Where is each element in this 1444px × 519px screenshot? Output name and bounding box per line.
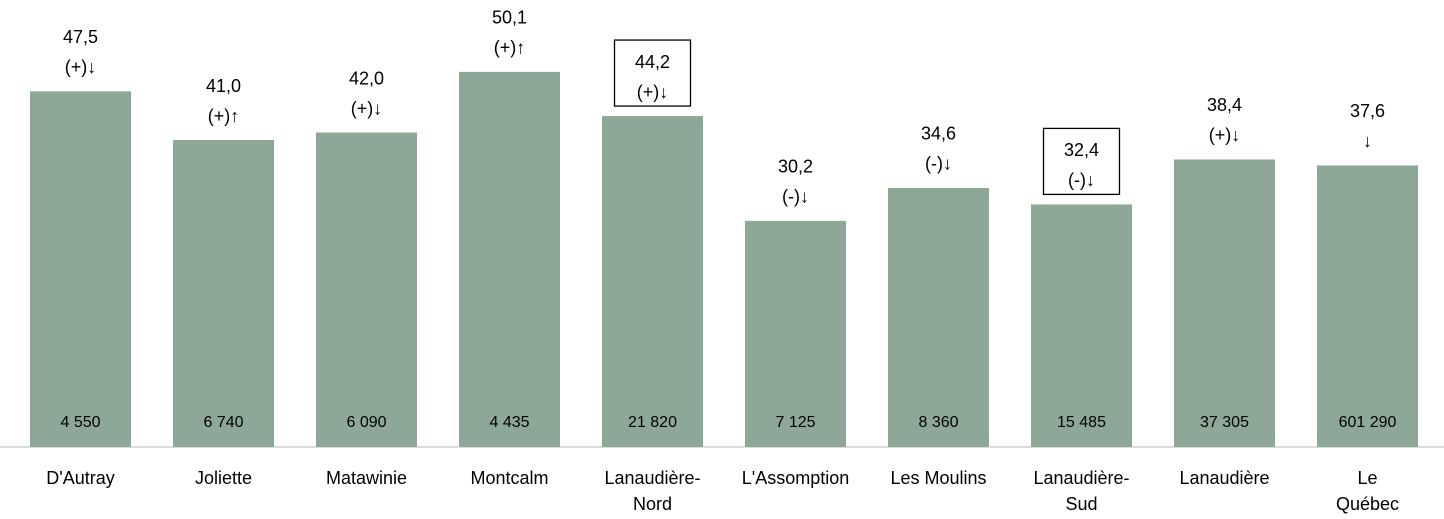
- significance-label: (-)↓: [782, 187, 809, 207]
- significance-label: (+)↑: [494, 38, 526, 58]
- bar: [888, 187, 989, 447]
- count-label: 7 125: [775, 414, 815, 431]
- x-tick-label: D'Autray: [46, 468, 114, 488]
- x-tick-label: Nord: [633, 494, 672, 514]
- value-label: 38,4: [1207, 95, 1242, 115]
- value-label: 42,0: [349, 68, 384, 88]
- bar: [459, 71, 560, 447]
- bar: [1317, 165, 1418, 448]
- count-label: 6 090: [346, 414, 386, 431]
- x-tick-label: L'Assomption: [742, 468, 850, 488]
- bar: [1174, 159, 1275, 447]
- significance-label: (-)↓: [925, 154, 952, 174]
- bar: [602, 116, 703, 448]
- count-label: 6 740: [203, 414, 243, 431]
- x-tick-label: Le: [1357, 468, 1377, 488]
- significance-label: (+)↓: [351, 98, 383, 118]
- value-label: 30,2: [778, 157, 813, 177]
- significance-label: (-)↓: [1068, 170, 1095, 190]
- count-label: 601 290: [1339, 414, 1397, 431]
- bar: [316, 132, 417, 447]
- count-label: 15 485: [1057, 414, 1106, 431]
- significance-label: (+)↑: [208, 106, 240, 126]
- x-tick-label: Joliette: [195, 468, 252, 488]
- x-tick-label: Lanaudière-: [1033, 468, 1129, 488]
- bar: [1031, 204, 1132, 447]
- significance-label: (+)↓: [1209, 125, 1241, 145]
- x-tick-label: Montcalm: [470, 468, 548, 488]
- value-label: 34,6: [921, 124, 956, 144]
- significance-label: (+)↓: [65, 57, 97, 77]
- value-label: 50,1: [492, 8, 527, 28]
- x-tick-label: Lanaudière-: [604, 468, 700, 488]
- bar: [30, 91, 131, 447]
- highlight-box: [1042, 127, 1121, 196]
- value-label: 37,6: [1350, 101, 1385, 121]
- significance-label: ↓: [1363, 131, 1372, 151]
- count-label: 4 550: [60, 414, 100, 431]
- highlight-box: [613, 39, 692, 107]
- count-label: 4 435: [489, 414, 529, 431]
- bar: [173, 140, 274, 447]
- value-label: 41,0: [206, 76, 241, 96]
- value-label: 32,4: [1064, 140, 1099, 160]
- count-label: 21 820: [628, 414, 677, 431]
- significance-label: (+)↓: [637, 82, 669, 102]
- value-label: 47,5: [63, 27, 98, 47]
- value-label: 44,2: [635, 52, 670, 72]
- x-tick-label: Québec: [1336, 494, 1399, 514]
- x-tick-label: Les Moulins: [890, 468, 986, 488]
- bar: [745, 220, 846, 447]
- count-label: 37 305: [1200, 414, 1249, 431]
- x-tick-label: Matawinie: [326, 468, 407, 488]
- count-label: 8 360: [918, 414, 958, 431]
- x-tick-label: Lanaudière: [1179, 468, 1269, 488]
- x-tick-label: Sud: [1065, 494, 1097, 514]
